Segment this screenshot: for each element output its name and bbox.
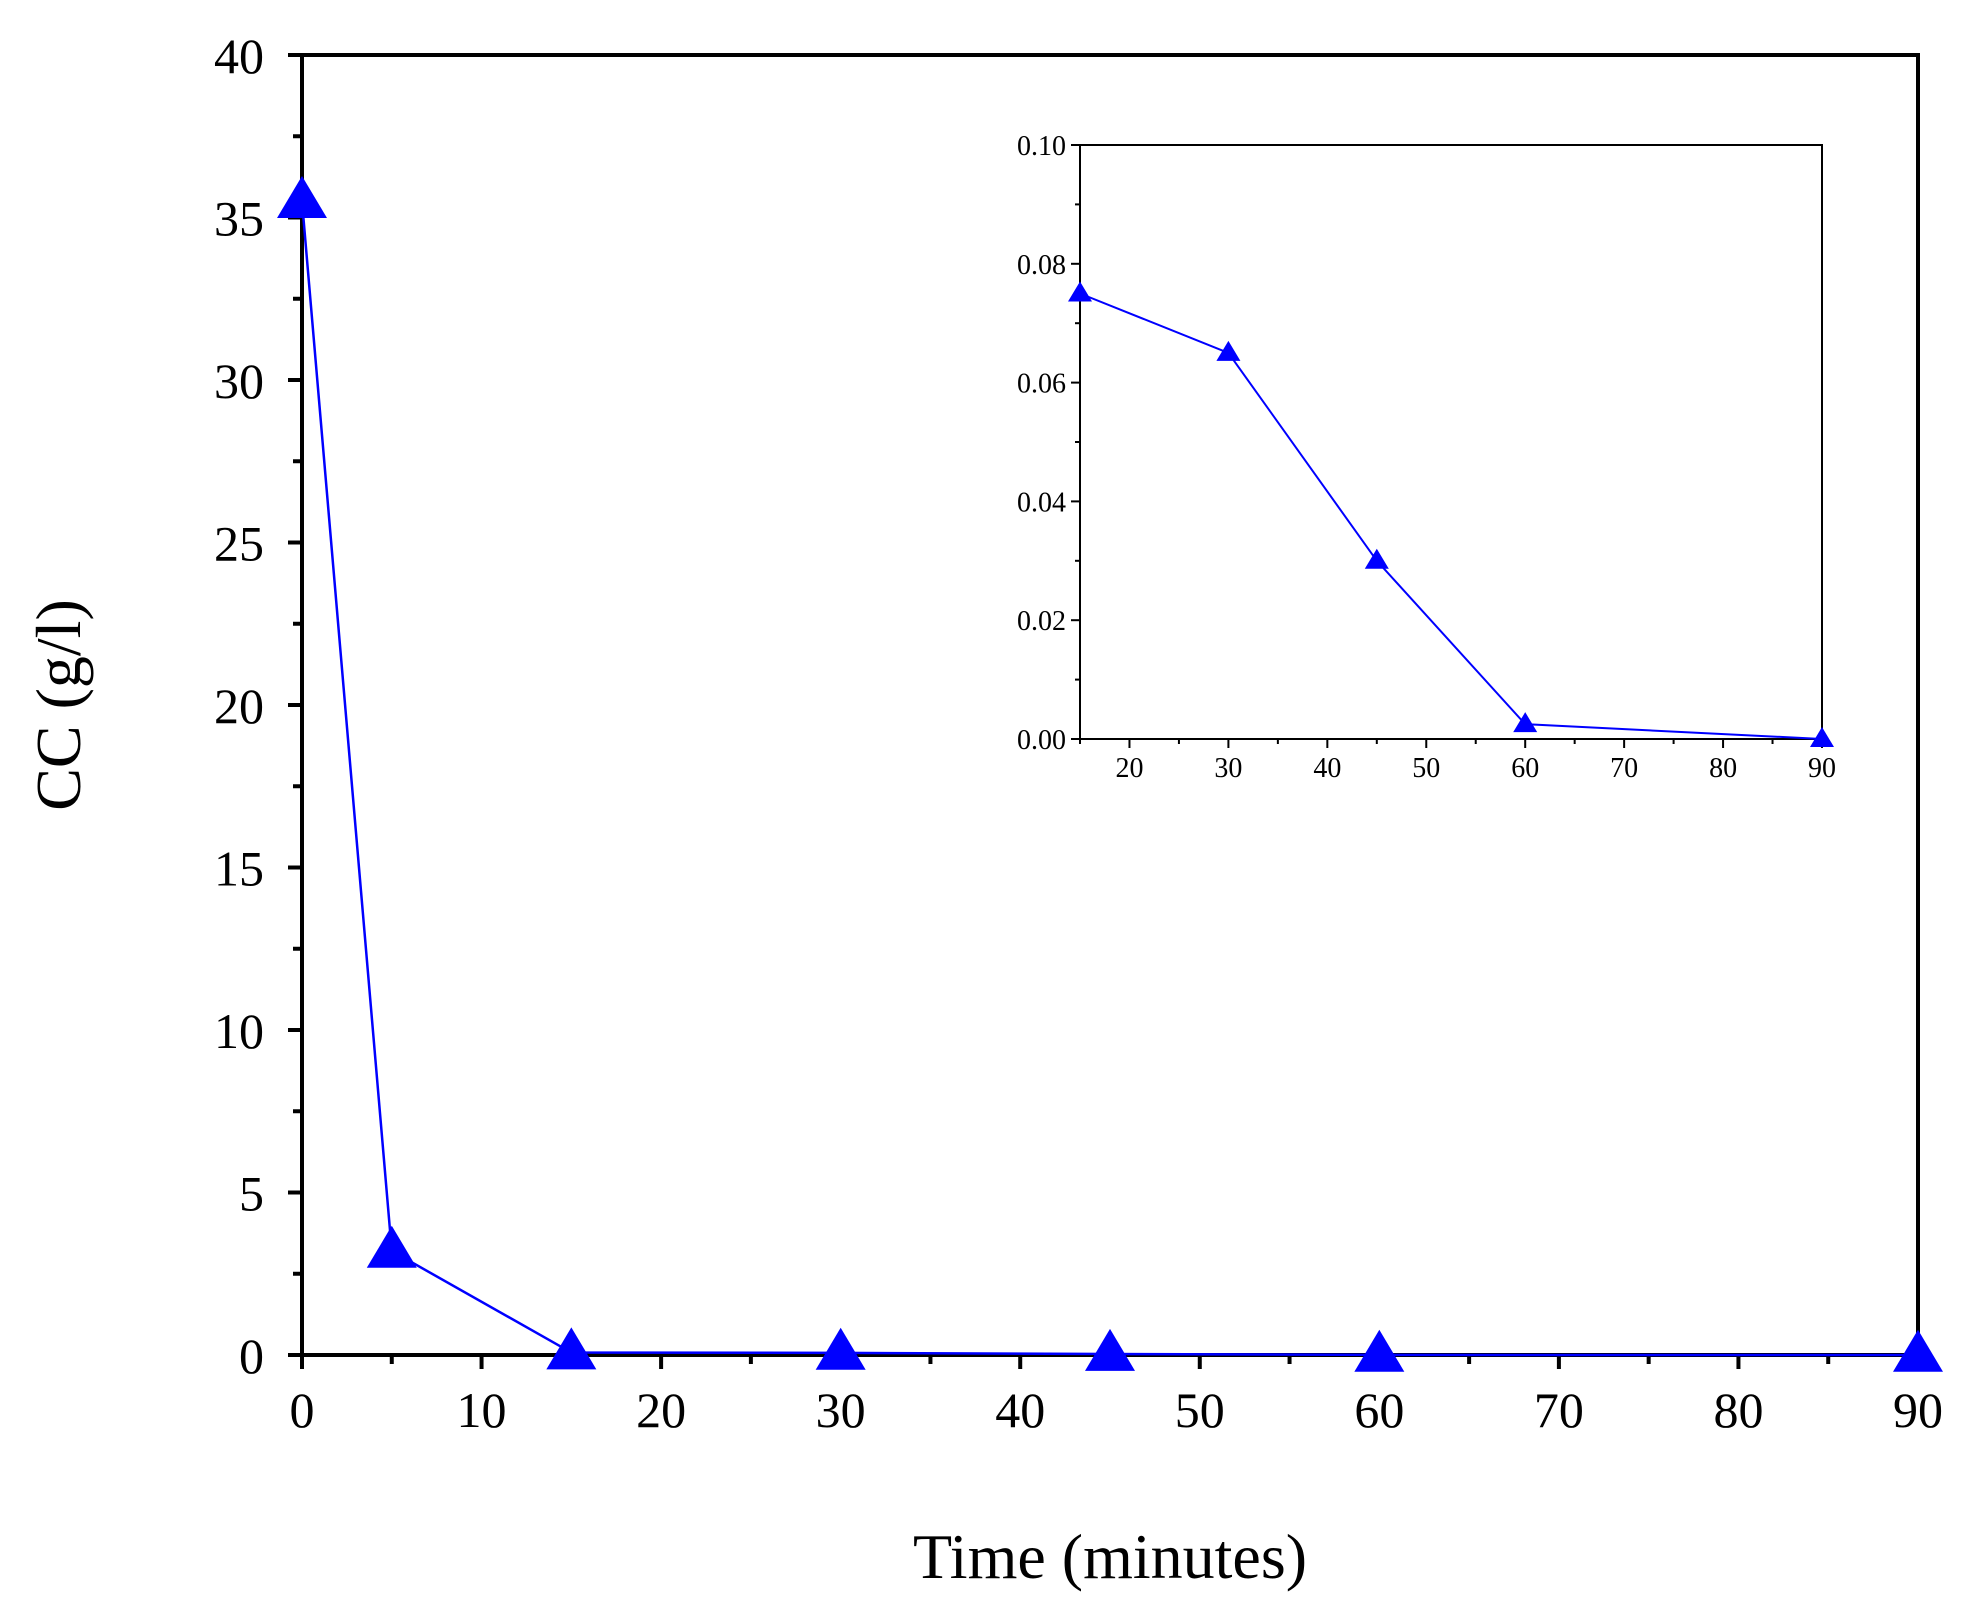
- main-data-point-marker: [277, 176, 327, 219]
- inset-data-point-marker: [1364, 548, 1389, 569]
- main-y-tick-label: 15: [214, 841, 264, 897]
- inset-data-point-marker: [1810, 727, 1834, 747]
- main-x-tick-label: 10: [457, 1382, 507, 1438]
- inset-y-tick-label: 0.06: [1017, 369, 1066, 400]
- inset-x-tick-label: 50: [1412, 753, 1440, 784]
- inset-x-tick-label: 30: [1214, 753, 1242, 784]
- main-data-point-marker: [1893, 1329, 1943, 1372]
- main-data-point-marker: [1354, 1329, 1405, 1372]
- main-plot: 0 10 20 30 40 50 60 70 80 90 0 5 10 15 20 25 30 35 40 Time …: [23, 28, 1943, 1592]
- main-data-point-marker: [1085, 1328, 1135, 1371]
- main-y-tick-label: 25: [214, 516, 264, 572]
- main-series-line: [300, 201, 1919, 1357]
- main-x-tick-label: 90: [1893, 1382, 1943, 1438]
- inset-plot: 20 30 40 50 60 70 80 90 0.00 0.02 0.04 0.06 0.08 0.10: [1017, 131, 1836, 784]
- main-x-tick-label: 60: [1354, 1382, 1404, 1438]
- inset-x-tick-label: 90: [1808, 753, 1836, 784]
- main-y-tick-label: 40: [214, 28, 264, 84]
- inset-x-tick-label: 40: [1313, 753, 1341, 784]
- inset-y-tick-label: 0.08: [1017, 250, 1066, 281]
- inset-x-tick-label: 60: [1511, 753, 1539, 784]
- inset-x-tick-label: 20: [1115, 753, 1143, 784]
- x-axis-title: Time (minutes): [913, 1521, 1307, 1592]
- main-y-tick-label: 10: [214, 1003, 264, 1059]
- inset-data-point-marker: [1216, 340, 1241, 361]
- inset-y-tick-label: 0.02: [1017, 606, 1066, 637]
- inset-x-tick-label: 70: [1610, 753, 1638, 784]
- main-data-point-marker: [546, 1327, 597, 1370]
- main-data-point-marker: [815, 1327, 866, 1370]
- inset-y-tick-label: 0.10: [1017, 131, 1066, 162]
- inset-data-point-marker: [1513, 712, 1538, 733]
- main-x-tick-label: 50: [1175, 1382, 1225, 1438]
- main-x-tick-label: 80: [1713, 1382, 1763, 1438]
- main-y-tick-label: 20: [214, 678, 264, 734]
- inset-x-tick-label: 80: [1709, 753, 1737, 784]
- main-y-tick-label: 0: [239, 1328, 264, 1384]
- inset-series-line: [1079, 292, 1823, 740]
- inset-plot-frame: [1079, 144, 1823, 740]
- inset-y-tick-label: 0.00: [1017, 725, 1066, 756]
- main-x-tick-label: 70: [1534, 1382, 1584, 1438]
- y-axis-title: CC (g/l): [23, 599, 94, 811]
- main-x-tick-label: 0: [290, 1382, 315, 1438]
- main-y-tick-label: 5: [239, 1166, 264, 1222]
- main-plot-frame: [300, 53, 1920, 1357]
- main-x-tick-label: 40: [995, 1382, 1045, 1438]
- main-y-tick-label: 30: [214, 353, 264, 409]
- main-data-point-marker: [366, 1225, 417, 1268]
- inset-data-point-marker: [1068, 281, 1092, 302]
- main-y-tick-label: 35: [214, 191, 264, 247]
- inset-y-tick-label: 0.04: [1017, 487, 1066, 518]
- main-x-tick-label: 30: [816, 1382, 866, 1438]
- main-x-tick-label: 20: [636, 1382, 686, 1438]
